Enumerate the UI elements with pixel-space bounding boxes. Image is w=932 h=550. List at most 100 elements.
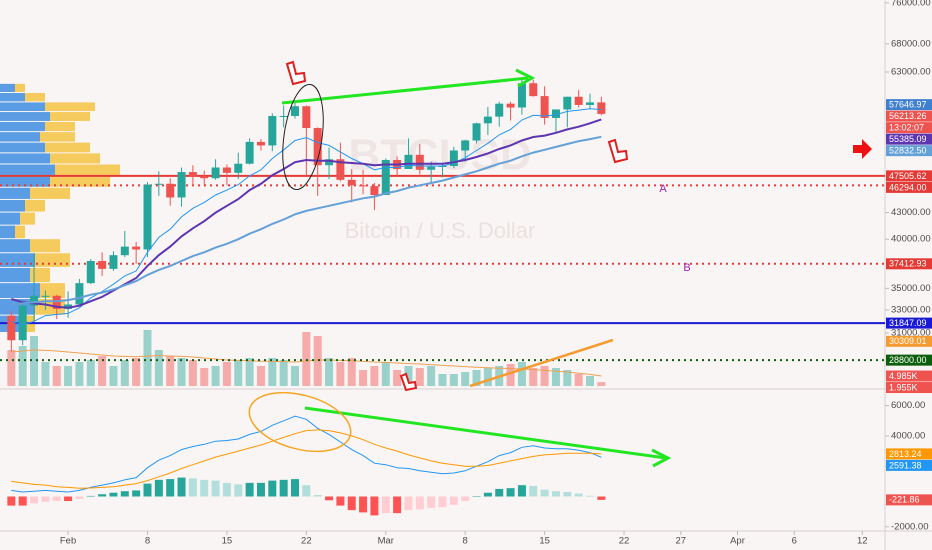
candle-body [256, 141, 265, 146]
volume-bar [529, 368, 538, 386]
x-tick-label: 8 [463, 536, 468, 547]
candle-body [75, 283, 84, 305]
candle-body [291, 106, 299, 116]
price-badge [886, 181, 932, 193]
profile-down [30, 187, 70, 199]
histogram-bar [472, 496, 481, 498]
price-badge-label: 28800.00 [889, 355, 927, 365]
price-badge [886, 133, 932, 145]
x-tick-label: Mar [378, 536, 394, 547]
histogram-bar [256, 482, 265, 497]
histogram-bar [245, 482, 254, 497]
y-tick-label: 40000.00 [891, 234, 931, 245]
volume-bar [211, 366, 220, 386]
price-badge-label: 55385.09 [889, 134, 927, 144]
histogram-bar [64, 496, 73, 502]
histogram-bar [381, 496, 390, 514]
profile-up [0, 225, 15, 239]
x-tick-label: 27 [675, 536, 686, 547]
volume-bar [188, 360, 197, 386]
histogram-bar [30, 496, 39, 504]
x-tick-label: 22 [619, 536, 630, 547]
arrow-icon [853, 139, 872, 159]
price-badge-label: 1.955K [889, 382, 918, 392]
volume-bar [268, 358, 277, 386]
profile-down [40, 283, 65, 299]
trend-arrow [281, 76, 529, 105]
moving-average [11, 135, 602, 306]
candle-body [551, 109, 560, 118]
histogram-bar [18, 496, 27, 506]
arrow-head [515, 68, 536, 88]
drawings: A B [248, 60, 872, 468]
candle-body [52, 295, 61, 309]
histogram-bar [597, 496, 606, 500]
candle-body [188, 172, 197, 177]
candle-body [166, 183, 175, 198]
profile-down [50, 153, 100, 164]
profile-down [20, 212, 35, 225]
candle-body [132, 246, 141, 250]
price-badge-label: 30309.01 [889, 336, 927, 346]
histogram-bar [143, 483, 152, 497]
price-badge [886, 145, 932, 157]
volume-bar [381, 362, 390, 386]
volume-bar [7, 350, 16, 386]
y-tick-label: -2000.00 [891, 521, 929, 532]
histogram-bar [461, 496, 470, 502]
histogram-bar [154, 479, 163, 497]
price-badge-label: 47505.62 [889, 171, 927, 181]
candle-body [211, 167, 220, 179]
volume-bar [200, 368, 209, 386]
x-tick-label: 8 [145, 536, 150, 547]
price-badge-label: -221.86 [889, 495, 920, 505]
profile-up [0, 187, 30, 199]
histogram-bar [177, 477, 186, 497]
histogram-bar [291, 479, 299, 497]
histogram-bar [109, 492, 118, 497]
price-badge-label: 2591.38 [889, 460, 922, 470]
histogram-bar [211, 480, 220, 497]
candle-body [325, 159, 334, 166]
arrow-head [651, 448, 672, 468]
price-badge [886, 122, 932, 134]
candle-body [200, 176, 209, 179]
volume-bar [517, 362, 526, 386]
histogram-bar [98, 494, 107, 497]
price-badge [886, 335, 932, 347]
x-tick-label: 12 [857, 536, 868, 547]
y-tick-label: 4000.00 [891, 430, 925, 441]
histogram-bar [404, 496, 413, 511]
profile-up [0, 93, 25, 102]
histogram-bar [166, 479, 175, 497]
histogram-bar [75, 496, 84, 499]
volume-bar [370, 366, 379, 386]
histogram-bar [438, 496, 447, 508]
price-badge [886, 99, 932, 111]
profile-down [35, 253, 70, 267]
candle-body [143, 184, 152, 250]
volume-bar [256, 366, 265, 386]
volume-bar [506, 364, 515, 386]
candle-body [268, 115, 277, 146]
annotation: B [683, 262, 690, 274]
price-badge [886, 110, 932, 122]
axes: 76000.00 68000.00 63000.00 43000.00 40000.00… [60, 0, 932, 547]
histogram-bar [86, 495, 95, 497]
price-badge-label: 57646.97 [889, 100, 927, 110]
trend-arrow [304, 406, 667, 460]
volume-bar [41, 362, 50, 386]
price-badge-label: 46294.00 [889, 182, 927, 192]
volume-bar [313, 336, 322, 386]
volume-bar [245, 358, 254, 386]
profile-up [0, 175, 50, 187]
price-badge [886, 170, 932, 182]
profile-up [0, 253, 35, 267]
profile-up [0, 132, 40, 142]
histogram-bar [574, 493, 583, 497]
histogram-bar [336, 496, 345, 506]
volume-bar [404, 366, 413, 386]
volume-bar [120, 360, 129, 386]
candle-body [427, 166, 436, 170]
histogram-bar [41, 496, 50, 502]
